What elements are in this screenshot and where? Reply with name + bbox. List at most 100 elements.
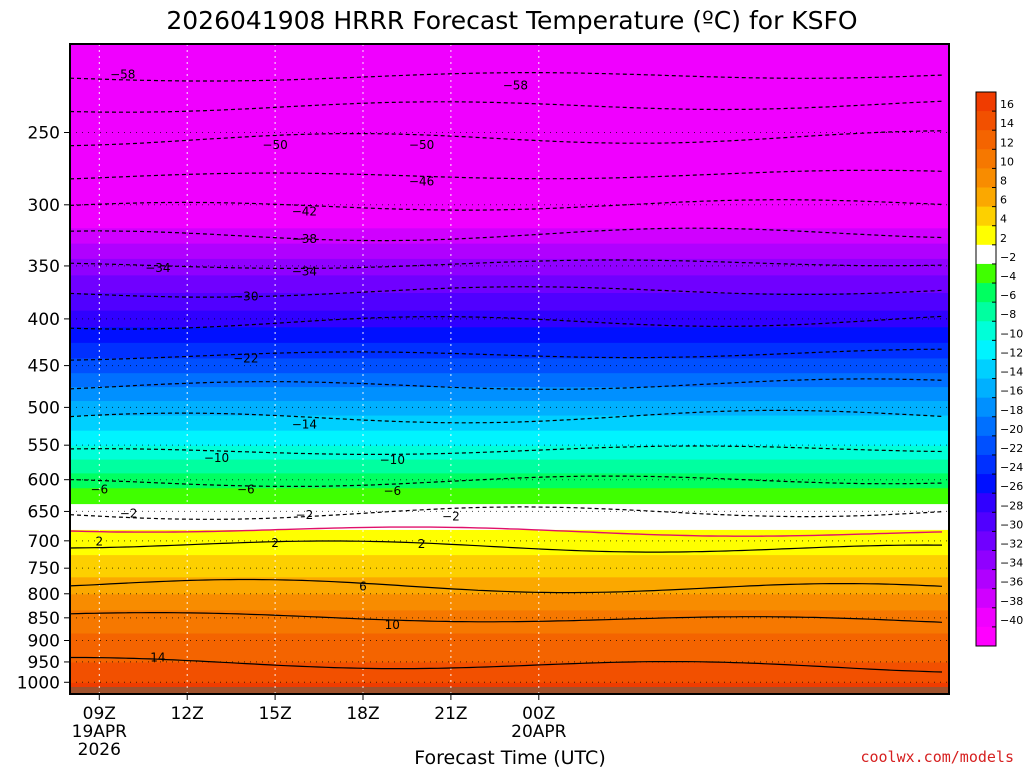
colorbar-swatch (976, 283, 996, 303)
colorbar-swatch (976, 588, 996, 609)
colorbar-label: −22 (1000, 442, 1023, 455)
contour-label: 10 (385, 618, 400, 632)
colorbar-swatch (976, 168, 996, 188)
contour-label: −10 (204, 451, 229, 465)
colorbar-label: −8 (1000, 308, 1016, 321)
temperature-band (70, 458, 949, 474)
colorbar-swatch (976, 397, 996, 418)
plot-frame (69, 43, 950, 695)
x-tick-label: 18Z (346, 704, 379, 724)
colorbar-swatch (976, 206, 996, 227)
temperature-band (70, 503, 949, 530)
colorbar-label: 12 (1000, 136, 1014, 149)
contour-label: −30 (233, 289, 258, 303)
y-tick-label: 800 (28, 585, 60, 605)
temperature-band (70, 310, 949, 328)
colorbar-label: −38 (1000, 595, 1023, 608)
contour-label: −6 (383, 484, 401, 498)
x-tick-label: 12Z (171, 704, 204, 724)
colorbar-swatch (976, 92, 996, 112)
colorbar-label: −4 (1000, 270, 1016, 283)
contour-label: −2 (442, 509, 460, 523)
y-tick-label: 400 (28, 310, 60, 330)
contour-label: −34 (292, 265, 317, 279)
colorbar-swatch (976, 493, 996, 513)
contour-line (70, 445, 943, 455)
contour-line (70, 72, 943, 82)
y-tick-label: 550 (28, 436, 60, 456)
colorbar-label: −2 (1000, 251, 1016, 264)
colorbar-swatch (976, 321, 996, 341)
temperature-band (70, 414, 949, 431)
contour-line (70, 378, 943, 390)
colorbar-label: −10 (1000, 327, 1023, 340)
contour-label: −38 (292, 232, 317, 246)
contour-label: −34 (145, 261, 170, 275)
contour-label: −6 (90, 482, 108, 496)
temperature-band (70, 430, 949, 446)
contour-line (70, 227, 943, 242)
y-tick-label: 600 (28, 471, 60, 491)
x-tick-label: 20APR (511, 722, 567, 742)
temperature-band (70, 400, 949, 416)
colorbar-swatch (976, 111, 996, 131)
contour-line (70, 409, 943, 424)
y-tick-label: 850 (28, 609, 60, 629)
colorbar-label: 2 (1000, 232, 1007, 245)
contour-label: 14 (150, 651, 165, 665)
y-tick-label: 1000 (17, 673, 60, 693)
contour-label: −2 (120, 506, 138, 520)
temperature-band (70, 357, 949, 374)
temperature-band (70, 632, 949, 663)
colorbar-frame (975, 91, 997, 647)
contour-line (70, 100, 943, 113)
x-tick-label: 09Z (83, 704, 116, 724)
colorbar-swatch (976, 454, 996, 475)
temperature-band (70, 593, 949, 611)
temperature-band (70, 529, 949, 556)
temperature-band (70, 554, 949, 578)
temperature-band (70, 326, 949, 343)
contour-line (70, 506, 943, 520)
x-tick-label: 21Z (434, 704, 467, 724)
grid-lines (70, 44, 949, 694)
temperature-band (70, 372, 949, 388)
contour-label: 2 (418, 537, 426, 551)
contour-line (70, 169, 943, 180)
contour-label: −58 (503, 78, 528, 92)
site-credit: coolwx.com/models (860, 748, 1014, 766)
x-tick-label: 00Z (522, 704, 555, 724)
contour-label: 2 (271, 536, 279, 550)
chart-title: 2026041908 HRRR Forecast Temperature (ºC… (166, 6, 857, 35)
temperature-band (70, 258, 949, 276)
colorbar-label: −14 (1000, 366, 1023, 379)
temperature-band (70, 576, 949, 595)
colorbar-label: 10 (1000, 155, 1014, 168)
colorbar-label: 6 (1000, 194, 1007, 207)
colorbar-label: −34 (1000, 557, 1023, 570)
temperature-band (70, 472, 949, 489)
contour-label: −42 (292, 204, 317, 218)
ground-layer (70, 687, 949, 694)
contour-line (70, 475, 943, 487)
contour-label: −50 (262, 138, 287, 152)
contour-line (70, 199, 943, 211)
colorbar-label: −32 (1000, 537, 1023, 550)
contour-label: 2 (95, 534, 103, 548)
y-tick-label: 350 (28, 257, 60, 277)
temperature-band (70, 44, 949, 229)
contour-label: −2 (296, 508, 314, 522)
colorbar-swatch (976, 302, 996, 322)
y-tick-label: 650 (28, 502, 60, 522)
colorbar-swatch (976, 263, 996, 284)
contour-line (70, 348, 943, 361)
colorbar-label: −30 (1000, 518, 1023, 531)
colorbar-swatch (976, 244, 996, 265)
y-tick-label: 750 (28, 559, 60, 579)
contour-label: −50 (409, 138, 434, 152)
colorbar-label: −6 (1000, 289, 1016, 302)
colorbar-label: −26 (1000, 480, 1023, 493)
colorbar-swatch (976, 512, 996, 532)
contour-label: −14 (292, 417, 317, 431)
